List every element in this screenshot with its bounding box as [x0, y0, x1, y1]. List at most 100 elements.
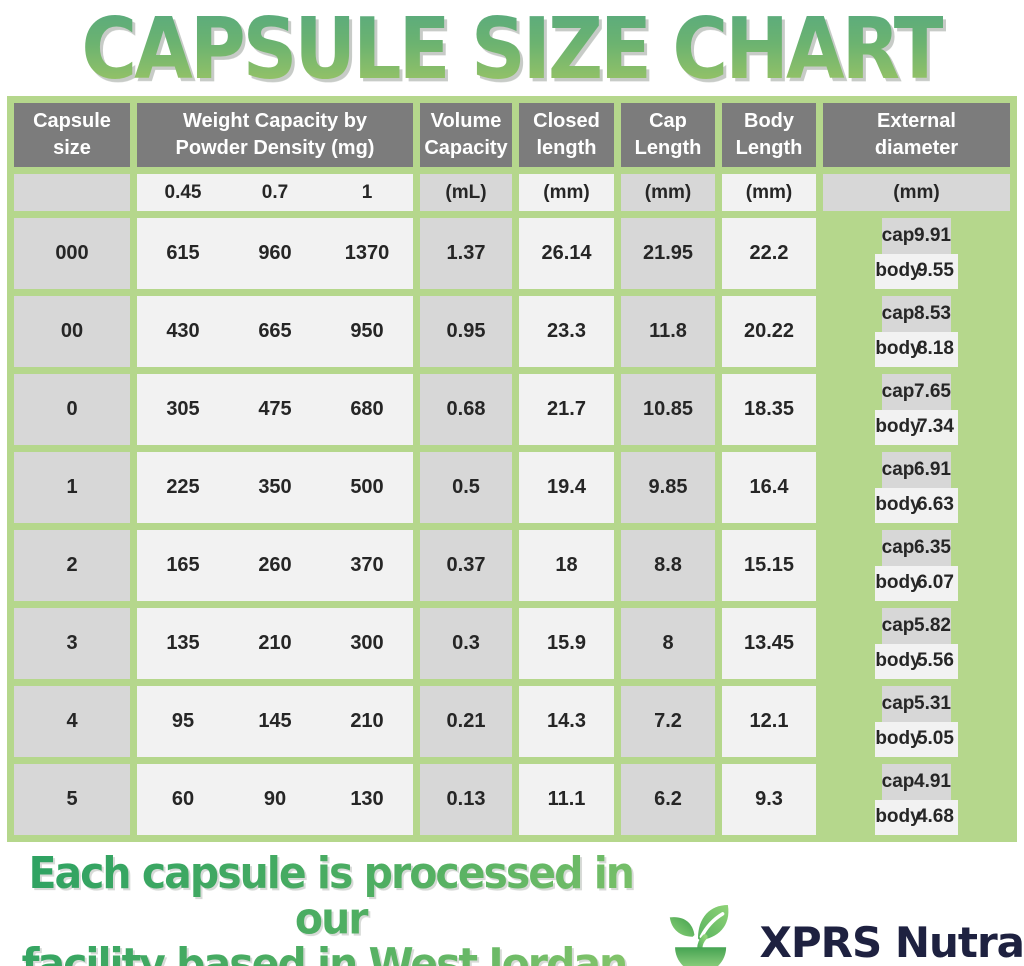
external-diameter-cell: cap 7.65 body 7.34 [823, 374, 1010, 445]
volume-capacity-cell: 1.37 [420, 218, 512, 289]
header-cap-length: Cap Length [621, 103, 715, 167]
weight-value-1: 950 [350, 320, 384, 342]
external-diameter-cell: cap 9.91 body 9.55 [823, 218, 1010, 289]
header-body-line2: Length [735, 137, 803, 159]
weight-value-07: 90 [263, 788, 287, 810]
footer-note: Each capsule is processed in our facilit… [0, 851, 661, 966]
units-volume: (mL) [420, 174, 512, 211]
weight-value-07: 145 [258, 710, 292, 732]
units-density-1: 1 [361, 181, 373, 203]
capsule-size-cell: 0 [14, 374, 130, 445]
header-body-line1: Body [744, 110, 794, 132]
external-body-value: 5.05 [916, 728, 954, 750]
cap-length-cell: 9.85 [621, 452, 715, 523]
external-cap-row: cap 7.65 [881, 374, 952, 410]
external-body-value: 9.55 [916, 260, 954, 282]
table-header-row: Capsule size Weight Capacity by Powder D… [14, 103, 1010, 167]
volume-capacity-cell: 0.21 [420, 686, 512, 757]
header-external-diameter: External diameter [823, 103, 1010, 167]
external-diameter-cell: cap 5.82 body 5.56 [823, 608, 1010, 679]
external-body-value: 7.34 [916, 416, 954, 438]
weight-capacity-cell: 165 260 370 [137, 530, 413, 601]
body-length-cell: 9.3 [722, 764, 816, 835]
header-external-line1: External [877, 110, 956, 132]
capsule-size-cell: 2 [14, 530, 130, 601]
external-cap-row: cap 5.82 [881, 608, 952, 644]
cap-length-cell: 21.95 [621, 218, 715, 289]
cap-length-cell: 8 [621, 608, 715, 679]
body-length-cell: 20.22 [722, 296, 816, 367]
weight-value-1: 1370 [344, 242, 390, 264]
capsule-size-cell: 5 [14, 764, 130, 835]
footer-note-line1: Each capsule is processed in our [28, 847, 633, 945]
external-cap-label: cap [881, 458, 915, 480]
external-diameter-cell: cap 6.35 body 6.07 [823, 530, 1010, 601]
external-cap-label: cap [881, 770, 915, 792]
capsule-size-cell: 1 [14, 452, 130, 523]
closed-length-cell: 21.7 [519, 374, 614, 445]
capsule-size-cell: 00 [14, 296, 130, 367]
external-cap-row: cap 9.91 [881, 218, 952, 254]
weight-value-045: 615 [166, 242, 200, 264]
page-header: CAPSULE SIZE CHART [0, 0, 1024, 98]
closed-length-cell: 26.14 [519, 218, 614, 289]
weight-capacity-cell: 615 960 1370 [137, 218, 413, 289]
weight-capacity-cell: 305 475 680 [137, 374, 413, 445]
external-body-value: 8.18 [916, 338, 954, 360]
header-closed-line1: Closed [533, 110, 600, 132]
cap-length-cell: 7.2 [621, 686, 715, 757]
header-closed-line2: length [536, 137, 597, 159]
volume-capacity-cell: 0.68 [420, 374, 512, 445]
weight-capacity-cell: 95 145 210 [137, 686, 413, 757]
header-capsule-size: Capsule size [14, 103, 130, 167]
external-body-row: body 5.05 [875, 721, 958, 757]
header-volume-line1: Volume [430, 110, 502, 132]
external-body-value: 4.68 [916, 806, 954, 828]
closed-length-cell: 23.3 [519, 296, 614, 367]
external-body-value: 5.56 [916, 650, 954, 672]
volume-capacity-cell: 0.37 [420, 530, 512, 601]
footer: Each capsule is processed in our facilit… [0, 856, 1024, 966]
page-title: CAPSULE SIZE CHART [81, 0, 945, 98]
volume-capacity-cell: 0.13 [420, 764, 512, 835]
weight-value-1: 300 [350, 632, 384, 654]
header-weight-line1: Weight Capacity by [182, 110, 368, 132]
weight-value-1: 500 [350, 476, 384, 498]
cap-length-cell: 10.85 [621, 374, 715, 445]
weight-value-07: 260 [258, 554, 292, 576]
external-cap-value: 4.91 [914, 770, 951, 792]
weight-value-1: 130 [350, 788, 384, 810]
capsule-size-cell: 000 [14, 218, 130, 289]
external-body-value: 6.63 [916, 494, 954, 516]
external-body-row: body 5.56 [875, 643, 958, 679]
external-body-label: body [875, 650, 921, 672]
cap-length-cell: 11.8 [621, 296, 715, 367]
external-diameter-cell: cap 4.91 body 4.68 [823, 764, 1010, 835]
external-body-row: body 9.55 [875, 253, 958, 289]
closed-length-cell: 14.3 [519, 686, 614, 757]
capsule-size-table: Capsule size Weight Capacity by Powder D… [7, 96, 1017, 842]
cap-length-cell: 6.2 [621, 764, 715, 835]
units-capsule-size-empty [14, 174, 130, 211]
table-row: 3 135 210 300 0.3 15.9 8 13.45 cap 5.82 … [14, 608, 1010, 679]
capsule-size-cell: 3 [14, 608, 130, 679]
external-body-row: body 4.68 [875, 799, 958, 835]
table-row: 0 305 475 680 0.68 21.7 10.85 18.35 cap … [14, 374, 1010, 445]
external-cap-value: 7.65 [914, 380, 951, 402]
external-cap-label: cap [881, 302, 915, 324]
external-body-label: body [875, 806, 921, 828]
weight-value-07: 960 [258, 242, 292, 264]
weight-value-07: 475 [258, 398, 292, 420]
external-cap-label: cap [881, 224, 915, 246]
external-body-label: body [875, 572, 921, 594]
footer-note-line2: facility based in West Jordan, Utah [21, 938, 640, 966]
closed-length-cell: 19.4 [519, 452, 614, 523]
weight-capacity-cell: 430 665 950 [137, 296, 413, 367]
table-row: 000 615 960 1370 1.37 26.14 21.95 22.2 c… [14, 218, 1010, 289]
units-body-length: (mm) [722, 174, 816, 211]
external-cap-label: cap [881, 614, 915, 636]
volume-capacity-cell: 0.3 [420, 608, 512, 679]
external-cap-row: cap 4.91 [881, 764, 952, 800]
units-external-diameter: (mm) [823, 174, 1010, 211]
external-diameter-cell: cap 8.53 body 8.18 [823, 296, 1010, 367]
